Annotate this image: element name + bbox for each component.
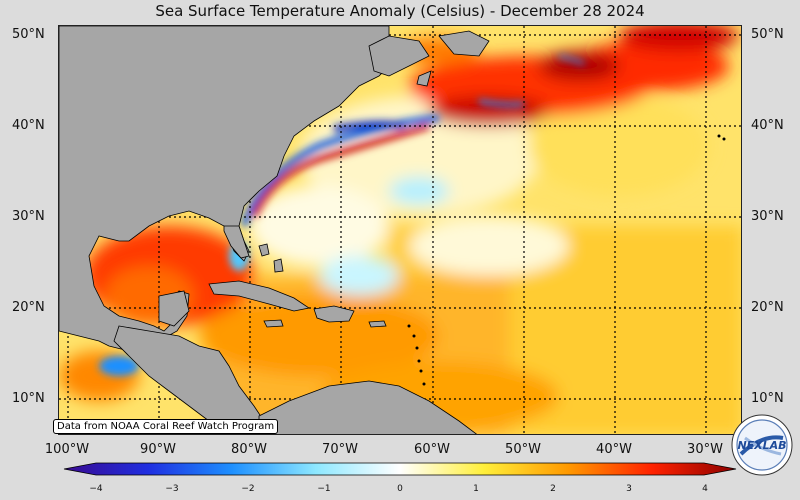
lat-label-40n-left: 40°N: [12, 118, 45, 133]
colorbar-tick-0: 0: [397, 484, 403, 494]
lat-label-30n-left: 30°N: [12, 209, 45, 224]
colorbar-tick-neg4: −4: [89, 484, 103, 494]
colorbar-tick-neg3: −3: [165, 484, 179, 494]
colorbar-tick-3: 3: [626, 484, 632, 494]
lat-label-50n-right: 50°N: [751, 27, 784, 42]
lat-label-10n-left: 10°N: [12, 391, 45, 406]
lon-label-70w: 70°W: [322, 442, 358, 457]
lon-label-100w: 100°W: [44, 442, 90, 457]
colorbar-tick-4: 4: [702, 484, 708, 494]
lat-label-20n-left: 20°N: [12, 300, 45, 315]
map-title: Sea Surface Temperature Anomaly (Celsius…: [155, 2, 645, 20]
lat-label-40n-right: 40°N: [751, 118, 784, 133]
sst-anomaly-map: [58, 25, 742, 435]
lat-label-20n-right: 20°N: [751, 300, 784, 315]
lon-label-40w: 40°W: [596, 442, 632, 457]
colorbar-tick-neg2: −2: [241, 484, 255, 494]
colorbar-tick-neg1: −1: [317, 484, 331, 494]
colorbar-tick-2: 2: [550, 484, 556, 494]
colorbar: [63, 462, 737, 476]
graticule: [59, 26, 741, 434]
colorbar-tick-1: 1: [473, 484, 479, 494]
map-canvas: [59, 26, 741, 434]
sst-anomaly-field: [59, 26, 741, 434]
lon-label-90w: 90°W: [140, 442, 176, 457]
lon-label-50w: 50°W: [505, 442, 541, 457]
lat-label-30n-right: 30°N: [751, 209, 784, 224]
nexlab-logo-text: NEXLAB: [737, 439, 786, 452]
lon-label-30w: 30°W: [687, 442, 723, 457]
lesser-antilles: [407, 134, 726, 386]
colorbar-gradient: [63, 462, 737, 476]
data-credit: Data from NOAA Coral Reef Watch Program: [53, 419, 279, 434]
lon-label-80w: 80°W: [231, 442, 267, 457]
lon-label-60w: 60°W: [414, 442, 450, 457]
lat-label-50n-left: 50°N: [12, 27, 45, 42]
land-masses: [59, 26, 490, 434]
nexlab-logo: NEXLAB: [731, 414, 793, 476]
lat-label-10n-right: 10°N: [751, 391, 784, 406]
